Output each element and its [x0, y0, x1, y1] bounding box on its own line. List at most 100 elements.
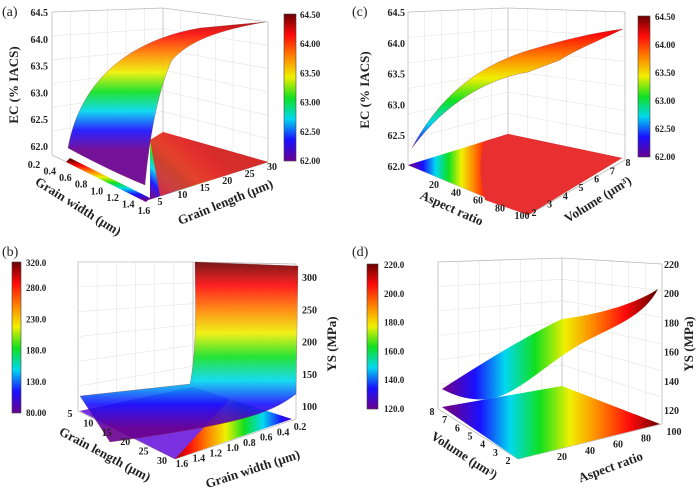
gridline — [162, 111, 269, 139]
z-axis-title: EC (% IACS) — [357, 51, 372, 128]
y-tick-label: 1.4 — [193, 454, 206, 465]
panel-label: (c) — [352, 5, 368, 20]
gridline — [77, 365, 194, 387]
z-axis-title: YS (MPa) — [324, 316, 339, 371]
y-tick-label: 1.0 — [226, 443, 239, 454]
x-tick-label: 0.4 — [43, 167, 56, 178]
z-tick-label: 100 — [302, 402, 317, 413]
gridline — [407, 112, 509, 140]
y-tick-label: 20 — [222, 176, 232, 187]
colorbar-tick-label: 62.50 — [300, 127, 321, 137]
z-axis-title: EC (% IACS) — [6, 46, 21, 123]
y-tick-label: 2 — [532, 208, 537, 219]
colorbar-tick-label: 63.00 — [655, 96, 676, 106]
y-tick-label: 1.6 — [176, 459, 189, 470]
gridline — [561, 364, 663, 398]
y-tick-label: 0.6 — [260, 433, 273, 444]
colorbar-tick-label: 64.50 — [300, 10, 321, 20]
colorbar-tick-label: 200.0 — [384, 289, 405, 299]
z-tick-label: 120 — [664, 406, 679, 417]
x-tick-label: 1.4 — [122, 199, 135, 210]
y-tick-label: 100 — [667, 427, 682, 438]
x-tick-label: 60 — [473, 196, 483, 207]
panel-label: (d) — [352, 245, 369, 260]
z-tick-label: 64.0 — [388, 39, 406, 50]
x-tick-label: 100 — [515, 211, 530, 222]
x-tick-label: 1.0 — [91, 186, 104, 197]
colorbar-tick-label: 320.0 — [26, 258, 47, 268]
x-tick-label: 20 — [429, 180, 439, 191]
z-tick-label: 300 — [302, 273, 317, 284]
x-tick-label: 15 — [102, 428, 112, 439]
z-tick-label: 200 — [664, 289, 679, 300]
z-tick-label: 140 — [664, 377, 679, 388]
colorbar — [11, 261, 22, 414]
panel-c: (c) 62.0 62.5 63.0 63.5 64.0 64.5 20 40 60 80 100 23… — [352, 5, 676, 228]
x-tick-label: 6 — [455, 423, 460, 434]
z-tick-label: 220 — [664, 260, 679, 271]
gridline — [507, 112, 626, 136]
x-tick-label: 2 — [506, 456, 511, 467]
z-tick-label: 62.5 — [388, 131, 406, 142]
y-tick-label: 60 — [613, 440, 623, 451]
colorbar-tick-label: 62.00 — [300, 156, 321, 166]
y-tick-label: 8 — [626, 158, 631, 169]
colorbar-tick-label: 180.0 — [384, 318, 405, 328]
x-tick-label: 5 — [68, 409, 73, 420]
response-surface — [67, 21, 266, 186]
panel-label: (a) — [2, 5, 18, 20]
colorbar-tick-label: 140.0 — [384, 375, 405, 385]
z-tick-label: 160 — [664, 348, 679, 359]
z-axis-title: YS (MPa) — [681, 316, 696, 371]
y-tick-label: 1.2 — [209, 448, 222, 459]
x-tick-label: 8 — [430, 407, 435, 418]
z-tick-label: 250 — [302, 305, 317, 316]
y-tick-label: 80 — [641, 433, 651, 444]
z-tick-label: 62.5 — [31, 115, 49, 126]
x-tick-label: 0.8 — [75, 180, 88, 191]
z-tick-label: 63.5 — [31, 62, 49, 73]
floor-projection — [480, 134, 622, 215]
x-tick-label: 1.6 — [138, 206, 151, 217]
x-tick-label: 30 — [157, 456, 167, 467]
x-tick-label: 7 — [442, 415, 447, 426]
colorbar-tick-label: 64.00 — [300, 39, 321, 49]
colorbar-tick-label: 220.0 — [384, 260, 405, 270]
colorbar-tick-label: 62.00 — [655, 152, 676, 162]
y-tick-label: 7 — [610, 166, 615, 177]
colorbar-tick-label: 63.00 — [300, 98, 321, 108]
x-tick-label: 4 — [480, 440, 485, 451]
z-tick-label: 180 — [664, 318, 679, 329]
panel-label: (b) — [2, 245, 19, 260]
colorbar-tick-label: 180.0 — [26, 346, 47, 356]
z-tick-label: 63.0 — [31, 88, 49, 99]
x-tick-label: 0.2 — [28, 160, 41, 171]
colorbar-tick-label: 160.0 — [384, 346, 405, 356]
colorbar-tick-label: 280.0 — [26, 283, 47, 293]
y-tick-label: 15 — [200, 183, 210, 194]
response-surface — [79, 261, 299, 443]
y-tick-label: 0.8 — [243, 438, 256, 449]
response-surface — [411, 28, 624, 149]
colorbar-tick-label: 64.00 — [655, 40, 676, 50]
z-tick-label: 63.5 — [388, 70, 406, 81]
colorbar — [366, 263, 379, 410]
y-tick-label: 20 — [557, 452, 567, 463]
y-tick-label: 10 — [177, 190, 187, 201]
floor-projection — [150, 132, 268, 196]
colorbar-tick-label: 63.50 — [300, 68, 321, 78]
colorbar — [283, 13, 297, 162]
x-tick-label: 1.2 — [106, 193, 119, 204]
colorbar-tick-label: 130.0 — [26, 377, 47, 387]
y-tick-label: 25 — [245, 169, 255, 180]
colorbar-tick-label: 64.50 — [655, 12, 676, 22]
y-tick-label: 5 — [158, 197, 163, 208]
floor-projection — [442, 386, 660, 459]
y-tick-label: 0.2 — [294, 422, 307, 433]
colorbar-tick-label: 230.0 — [26, 314, 47, 324]
colorbar-tick-label: 80.00 — [26, 408, 47, 418]
colorbar — [637, 15, 651, 158]
z-tick-label: 200 — [302, 338, 317, 349]
z-tick-label: 62.0 — [388, 162, 406, 173]
